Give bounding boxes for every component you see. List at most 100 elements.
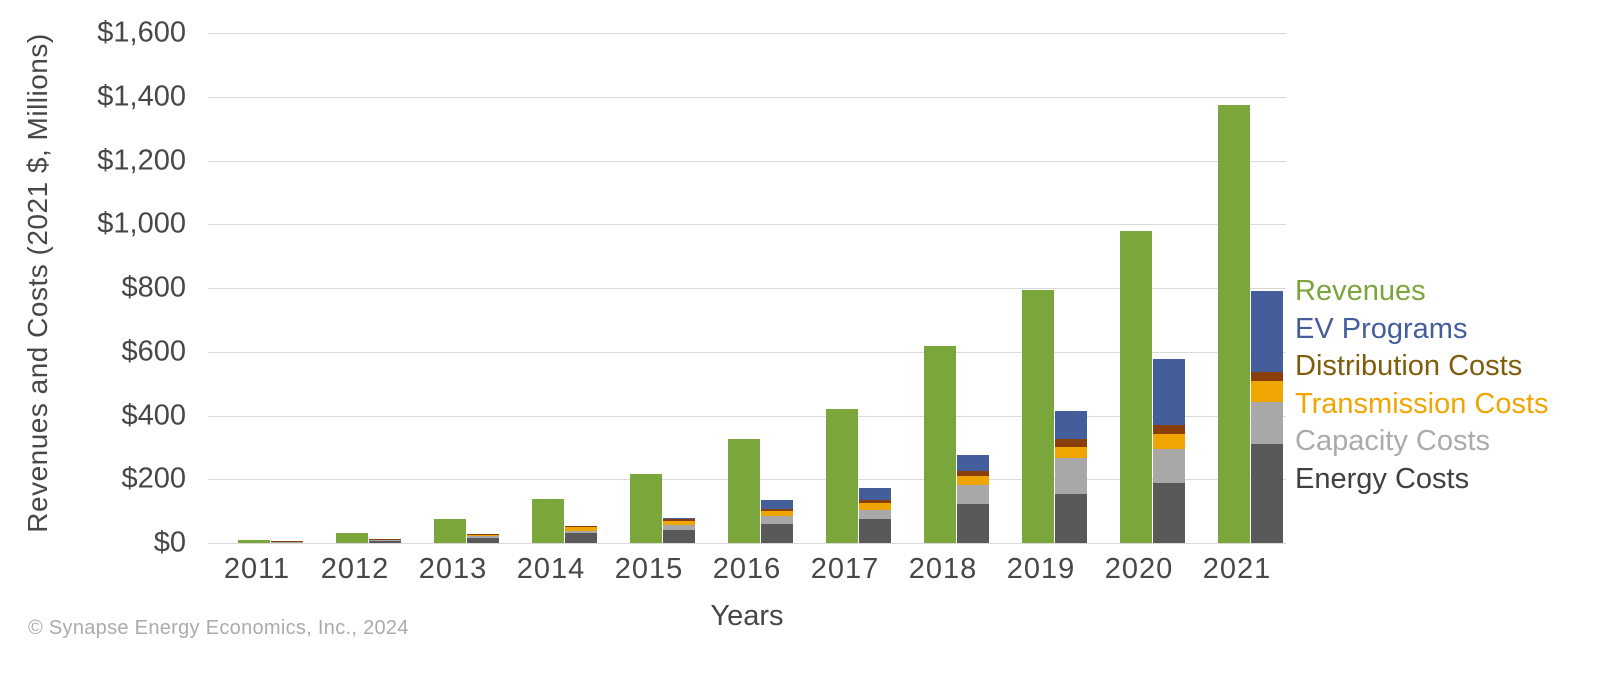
transmission-costs-segment-2019[interactable] <box>1055 447 1087 458</box>
energy-costs-segment-2015[interactable] <box>663 530 695 543</box>
capacity-costs-segment-2014[interactable] <box>565 530 597 533</box>
distribution-costs-segment-2013[interactable] <box>467 534 499 535</box>
energy-costs-segment-2012[interactable] <box>369 540 401 543</box>
energy-costs-segment-2020[interactable] <box>1153 483 1185 543</box>
ev-programs-segment-2019[interactable] <box>1055 411 1087 440</box>
transmission-costs-segment-2013[interactable] <box>467 534 499 537</box>
y-axis-title: Revenues and Costs (2021 $, Millions) <box>22 33 53 533</box>
x-tick-label-2015: 2015 <box>614 553 684 585</box>
capacity-costs-segment-2015[interactable] <box>663 525 695 531</box>
revenues-bar-2018[interactable] <box>924 346 956 543</box>
distribution-costs-segment-2020[interactable] <box>1153 424 1185 434</box>
ev-programs-segment-2015[interactable] <box>663 517 695 519</box>
revenues-bar-2012[interactable] <box>336 533 368 543</box>
bar-group-2019 <box>1022 33 1087 543</box>
distribution-costs-segment-2018[interactable] <box>957 470 989 476</box>
costs-stacked-bar-2016 <box>761 33 793 543</box>
y-tick-label: $1,000 <box>97 207 186 240</box>
distribution-costs-segment-2016[interactable] <box>761 508 793 512</box>
transmission-costs-segment-2018[interactable] <box>957 475 989 485</box>
ev-programs-segment-2020[interactable] <box>1153 359 1185 425</box>
ev-programs-segment-2016[interactable] <box>761 499 793 509</box>
energy-costs-segment-2021[interactable] <box>1251 443 1283 543</box>
legend-item-transmission-costs[interactable]: Transmission Costs <box>1295 387 1549 420</box>
revenues-bar-2017[interactable] <box>826 409 858 543</box>
capacity-costs-segment-2020[interactable] <box>1153 448 1185 484</box>
costs-stacked-bar-2021 <box>1251 33 1283 543</box>
costs-stacked-bar-2019 <box>1055 33 1087 543</box>
ev-programs-segment-2017[interactable] <box>859 487 891 500</box>
x-tick-label-2020: 2020 <box>1104 553 1174 585</box>
ev-programs-segment-2021[interactable] <box>1251 290 1283 373</box>
capacity-costs-segment-2016[interactable] <box>761 516 793 525</box>
capacity-costs-segment-2013[interactable] <box>467 536 499 538</box>
y-tick-label: $1,600 <box>97 16 186 49</box>
distribution-costs-segment-2014[interactable] <box>565 526 597 528</box>
revenues-bar-2019[interactable] <box>1022 290 1054 543</box>
revenues-bar-2021[interactable] <box>1218 104 1250 543</box>
x-tick-label-2013: 2013 <box>418 553 488 585</box>
energy-costs-segment-2018[interactable] <box>957 504 989 543</box>
capacity-costs-segment-2019[interactable] <box>1055 457 1087 494</box>
transmission-costs-segment-2014[interactable] <box>565 527 597 531</box>
transmission-costs-segment-2021[interactable] <box>1251 381 1283 402</box>
chart-legend: Revenues EV Programs Distribution Costs Tra… <box>1295 273 1595 498</box>
costs-stacked-bar-2014 <box>565 33 597 543</box>
y-tick-label: $400 <box>121 399 186 431</box>
capacity-costs-segment-2021[interactable] <box>1251 401 1283 444</box>
x-tick-label-2019: 2019 <box>1006 553 1076 585</box>
bar-group-2016 <box>728 33 793 543</box>
copyright-note: © Synapse Energy Economics, Inc., 2024 <box>28 617 409 639</box>
gridline-800 <box>208 288 1286 289</box>
y-tick-label: $1,400 <box>97 80 186 113</box>
revenues-bar-2013[interactable] <box>434 519 466 543</box>
revenues-bar-2020[interactable] <box>1120 230 1152 543</box>
energy-costs-segment-2016[interactable] <box>761 524 793 543</box>
capacity-costs-segment-2012[interactable] <box>369 539 401 541</box>
gridline-1200 <box>208 160 1286 162</box>
y-tick-label: $200 <box>121 462 186 495</box>
revenues-bar-2016[interactable] <box>728 439 760 543</box>
energy-costs-segment-2017[interactable] <box>859 519 891 543</box>
legend-item-capacity-costs[interactable]: Capacity Costs <box>1295 425 1491 457</box>
distribution-costs-segment-2015[interactable] <box>663 518 695 522</box>
bar-group-2013 <box>434 33 499 543</box>
legend-item-distribution-costs[interactable]: Distribution Costs <box>1295 350 1523 382</box>
transmission-costs-segment-2012[interactable] <box>369 538 401 540</box>
bar-group-2017 <box>826 33 891 543</box>
transmission-costs-segment-2020[interactable] <box>1153 433 1185 449</box>
x-tick-label-2012: 2012 <box>320 553 390 585</box>
energy-costs-segment-2014[interactable] <box>565 532 597 543</box>
costs-stacked-bar-2020 <box>1153 33 1185 543</box>
gridline-1000 <box>208 224 1286 226</box>
revenues-bar-2014[interactable] <box>532 499 564 543</box>
x-tick-label-2016: 2016 <box>712 553 782 585</box>
revenues-bar-2011[interactable] <box>238 539 270 543</box>
legend-item-energy-costs[interactable]: Energy Costs <box>1295 462 1470 495</box>
capacity-costs-segment-2018[interactable] <box>957 485 989 505</box>
transmission-costs-segment-2017[interactable] <box>859 503 891 510</box>
gridline-1600 <box>208 33 1286 34</box>
costs-stacked-bar-2013 <box>467 33 499 543</box>
gridline-600 <box>208 351 1286 353</box>
transmission-costs-segment-2011[interactable] <box>271 541 303 542</box>
distribution-costs-segment-2017[interactable] <box>859 499 891 504</box>
capacity-costs-segment-2017[interactable] <box>859 509 891 520</box>
distribution-costs-segment-2021[interactable] <box>1251 372 1283 382</box>
energy-costs-segment-2019[interactable] <box>1055 493 1087 543</box>
costs-stacked-bar-2017 <box>859 33 891 543</box>
legend-item-ev-programs[interactable]: EV Programs <box>1295 312 1468 345</box>
energy-costs-segment-2011[interactable] <box>271 542 303 543</box>
legend-item-revenues[interactable]: Revenues <box>1295 275 1426 307</box>
x-tick-label-2017: 2017 <box>810 553 880 585</box>
transmission-costs-segment-2015[interactable] <box>663 521 695 526</box>
revenues-bar-2015[interactable] <box>630 473 662 543</box>
ev-programs-segment-2018[interactable] <box>957 455 989 471</box>
x-tick-label-2018: 2018 <box>908 553 978 585</box>
bar-group-2014 <box>532 33 597 543</box>
costs-stacked-bar-2018 <box>957 33 989 543</box>
transmission-costs-segment-2016[interactable] <box>761 511 793 517</box>
energy-costs-segment-2013[interactable] <box>467 537 499 543</box>
distribution-costs-segment-2019[interactable] <box>1055 439 1087 448</box>
